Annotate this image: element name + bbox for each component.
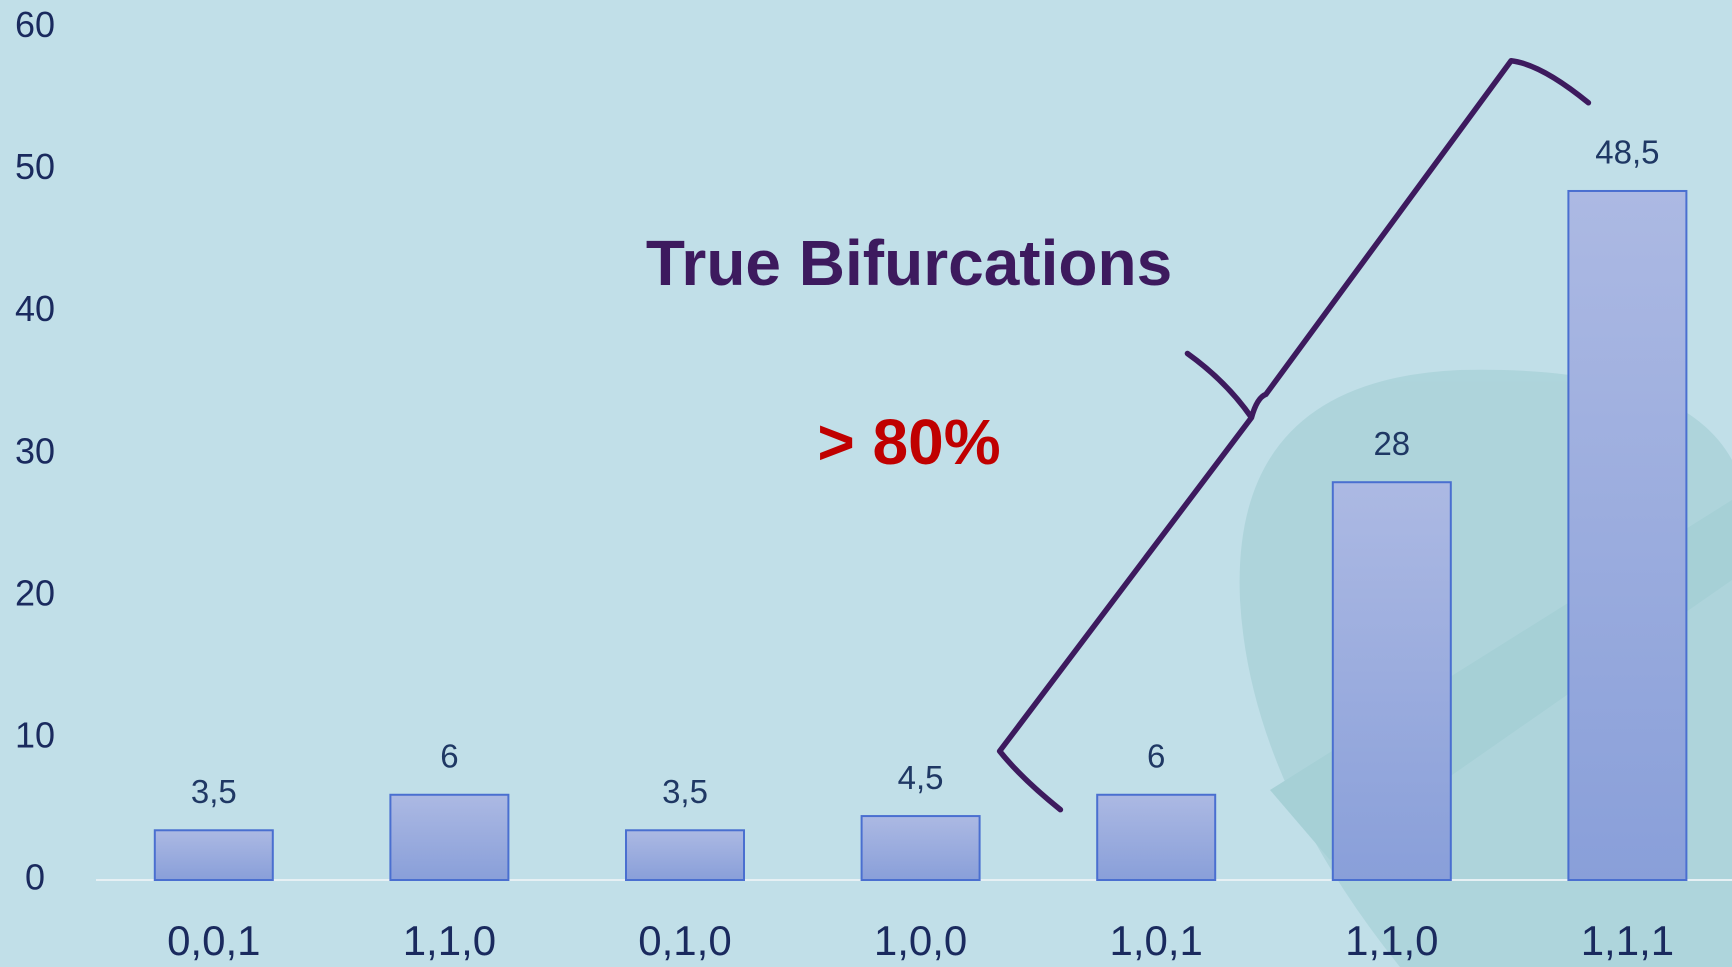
bar [153,829,274,882]
x-tick-label: 0,1,0 [638,917,731,964]
bar [1331,481,1452,881]
bar [625,829,745,882]
value-label: 4,5 [898,759,944,796]
y-tick-label: 30 [15,430,55,471]
value-label: 48,5 [1595,134,1659,171]
value-label: 28 [1373,425,1410,462]
x-tick-label: 1,0,1 [1109,917,1202,964]
bar [1567,189,1688,881]
x-tick-label: 1,1,0 [403,917,496,964]
x-tick-label: 1,0,0 [874,917,967,964]
x-tick-label: 1,1,0 [1345,917,1438,964]
bar [860,815,981,882]
annotation-title: True Bifurcations [646,227,1172,299]
value-label: 3,5 [191,773,237,810]
y-tick-label: 20 [15,572,55,613]
x-tick-label: 1,1,1 [1581,917,1674,964]
y-tick-label: 50 [15,146,55,187]
x-tick-label: 0,0,1 [167,917,260,964]
brace [996,57,1592,813]
y-tick-label: 0 [25,857,45,898]
y-tick-label: 10 [15,714,55,755]
y-tick-label: 60 [15,4,55,45]
bar [389,793,510,882]
y-tick-label: 40 [15,288,55,329]
value-label: 3,5 [662,773,708,810]
value-label: 6 [1147,737,1165,774]
bar [1096,793,1217,882]
value-label: 6 [440,737,458,774]
annotation-percent: > 80% [817,406,1000,478]
